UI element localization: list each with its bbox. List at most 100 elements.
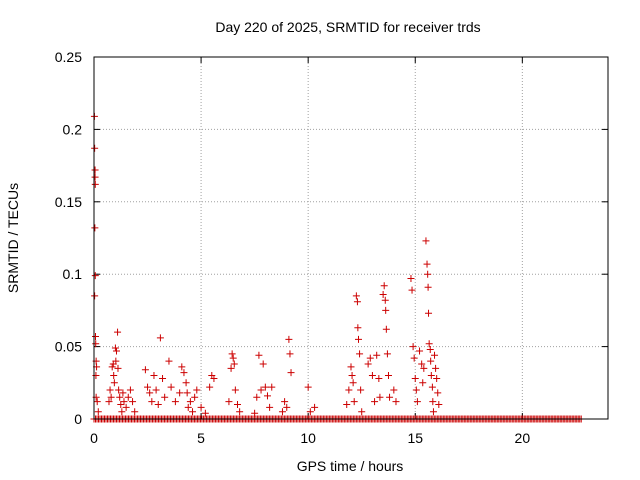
data-point [119,389,127,397]
data-point [183,389,191,397]
data-point [426,345,434,353]
data-point [154,401,162,409]
y-tick-label: 0.15 [55,194,82,210]
x-tick-label: 15 [407,430,423,446]
data-point [427,372,435,380]
data-point [379,290,387,298]
data-point [193,386,201,394]
data-point [176,389,184,397]
data-point [345,386,353,394]
data-point [110,372,118,380]
data-point [91,180,99,188]
data-point [261,383,269,391]
data-point [105,398,113,406]
data-point [122,403,130,411]
data-point [178,363,186,371]
data-point [382,325,390,333]
data-point [433,374,441,382]
data-point [112,347,120,355]
data-point [161,393,169,401]
data-point [257,386,265,394]
data-point [383,350,391,358]
data-point [432,364,440,372]
data-point [116,393,124,401]
data-point [236,408,244,416]
y-tick-label: 0 [74,411,82,427]
data-point [182,379,190,387]
data-point [431,351,439,359]
data-point [376,393,384,401]
data-point [283,403,291,411]
data-point [201,409,209,417]
x-tick-label: 20 [515,430,531,446]
data-point [229,354,237,362]
data-point [165,357,173,365]
data-point [171,398,179,406]
data-point [117,401,125,409]
data-point [91,332,99,340]
data-point [253,393,261,401]
data-point [416,347,424,355]
data-point [278,408,286,416]
grid-lines [94,57,608,419]
data-point [356,350,364,358]
x-tick-label: 5 [197,430,205,446]
data-point [354,324,362,332]
data-point [124,393,132,401]
data-point [381,296,389,304]
data-point [348,372,356,380]
data-point [413,398,421,406]
chart-title: Day 220 of 2025, SRMTID for receiver trd… [215,19,480,35]
data-point [191,393,199,401]
data-point [373,351,381,359]
data-point [371,398,379,406]
data-point [354,335,362,343]
data-point [364,360,372,368]
data-point [420,364,428,372]
data-point [112,357,120,365]
data-point [419,379,427,387]
data-point [306,408,314,416]
data-point [93,398,101,406]
data-point [382,306,390,314]
data-point [366,354,374,362]
data-point [111,344,119,352]
data-point [286,350,294,358]
data-point [106,386,114,394]
x-tick-label: 10 [300,430,316,446]
x-tick-label: 0 [90,430,98,446]
data-point [268,383,276,391]
data-points [90,112,585,423]
data-point [94,408,102,416]
data-point [150,372,158,380]
data-point [375,374,383,382]
data-point [114,328,122,336]
data-point [349,379,357,387]
data-point [285,335,293,343]
x-axis-label: GPS time / hours [297,458,404,474]
data-point [350,398,358,406]
data-point [92,372,100,380]
data-point [266,403,274,411]
data-point [353,298,361,306]
data-point [384,372,392,380]
data-point [197,403,205,411]
data-point [429,408,437,416]
data-point [435,401,443,409]
data-point [206,383,214,391]
data-point [210,374,218,382]
data-point [428,383,436,391]
plot-frame [93,56,609,420]
data-point [110,379,118,387]
data-point [410,354,418,362]
data-point [141,366,149,374]
data-point [287,369,295,377]
data-point [281,398,289,406]
data-point [231,386,239,394]
data-point [425,340,433,348]
data-point [189,408,197,416]
data-point [311,403,319,411]
data-point [225,398,233,406]
data-point [343,401,351,409]
